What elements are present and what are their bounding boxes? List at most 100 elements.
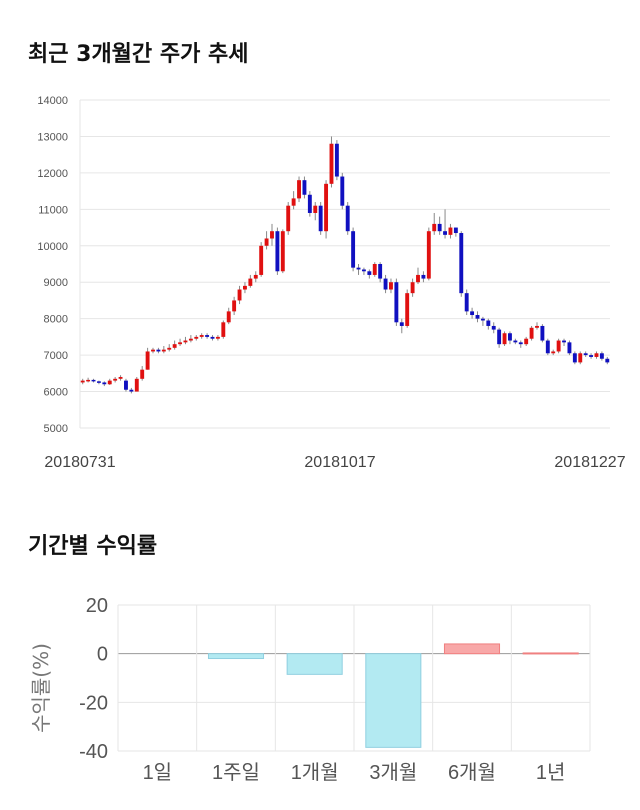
candle-body bbox=[291, 198, 296, 206]
y-tick-label: 9000 bbox=[44, 277, 68, 289]
candle-body bbox=[605, 358, 610, 363]
price-chart-title: 최근 3개월간 주가 추세 bbox=[28, 42, 249, 67]
candle-body bbox=[432, 223, 437, 232]
candle-body bbox=[96, 381, 101, 383]
candle-body bbox=[205, 335, 210, 337]
candle-body bbox=[470, 311, 475, 316]
candle-body bbox=[248, 278, 253, 286]
candle-body bbox=[583, 353, 588, 356]
x-tick-label: 1일 bbox=[143, 761, 173, 784]
y-tick-label: 6000 bbox=[44, 387, 68, 399]
candle-body bbox=[540, 325, 545, 341]
candle-body bbox=[210, 336, 215, 339]
y-tick-label: -20 bbox=[79, 692, 108, 714]
candle-body bbox=[259, 245, 264, 275]
candle-body bbox=[524, 338, 529, 345]
price-candlestick-chart: 5000 6000 7000 8000 9000 10000 11000 12000 13000… bbox=[37, 95, 625, 471]
candle-body bbox=[405, 293, 410, 326]
y-axis-label: 수익률(%) bbox=[29, 643, 53, 733]
candle-body bbox=[459, 233, 464, 294]
candle-body bbox=[102, 382, 107, 385]
candle-body bbox=[551, 351, 556, 354]
candle-body bbox=[167, 347, 172, 350]
y-tick-label: 11000 bbox=[38, 204, 68, 216]
candle-body bbox=[124, 380, 128, 390]
candle-body bbox=[545, 340, 550, 354]
candle-body bbox=[426, 231, 431, 279]
candle-body bbox=[562, 340, 566, 343]
candle-body bbox=[351, 231, 356, 268]
y-tick-label: 13000 bbox=[37, 131, 68, 143]
candle-body bbox=[237, 289, 242, 301]
candle-body bbox=[302, 180, 307, 195]
y-tick-label: 12000 bbox=[37, 168, 68, 180]
x-tick-label: 20181017 bbox=[304, 454, 375, 471]
candle-body bbox=[399, 322, 404, 326]
candle-body bbox=[437, 223, 442, 232]
candle-body bbox=[491, 325, 496, 330]
x-tick-label: 20180731 bbox=[44, 454, 115, 471]
candle-body bbox=[535, 325, 539, 328]
candle-body bbox=[297, 180, 301, 199]
candle-body bbox=[91, 379, 96, 382]
candle-body bbox=[475, 315, 480, 319]
candle-body bbox=[134, 378, 139, 392]
returns-bar-chart: -40 -20 0 20 1일 1주일 1개월 3개월 6개월 1년 수익률(%) bbox=[29, 595, 591, 784]
candle-body bbox=[389, 282, 393, 290]
candle-body bbox=[599, 353, 604, 359]
candle-body bbox=[367, 271, 372, 275]
candle-body bbox=[118, 376, 123, 379]
x-tick-label: 3개월 bbox=[369, 761, 417, 784]
candle-body bbox=[594, 353, 599, 357]
candle-body bbox=[199, 335, 204, 337]
x-tick-label: 20181227 bbox=[554, 454, 625, 471]
candle-body bbox=[556, 340, 561, 352]
candle-body bbox=[107, 380, 112, 385]
candle-body bbox=[518, 342, 523, 345]
y-tick-label: 0 bbox=[97, 644, 108, 666]
candle-body bbox=[264, 238, 269, 246]
candle-body bbox=[383, 278, 388, 290]
candle-body bbox=[313, 205, 318, 213]
candle-body bbox=[421, 274, 426, 279]
candle-body bbox=[572, 353, 577, 363]
candle-body bbox=[307, 194, 312, 213]
candle-body bbox=[464, 293, 469, 312]
candle-body bbox=[453, 227, 458, 234]
candle-body bbox=[113, 378, 118, 381]
candle-body bbox=[215, 336, 220, 339]
candle-body bbox=[372, 264, 377, 275]
candle-body bbox=[378, 264, 383, 279]
y-tick-label: 5000 bbox=[44, 423, 68, 435]
candle-body bbox=[443, 231, 447, 235]
y-tick-label: 7000 bbox=[44, 350, 68, 362]
candle-body bbox=[480, 318, 485, 321]
x-tick-label: 1년 bbox=[536, 761, 566, 784]
candle-body bbox=[356, 267, 361, 270]
candle-body bbox=[497, 329, 502, 345]
candle-body bbox=[340, 176, 345, 206]
candle-body bbox=[508, 333, 512, 341]
candle-body bbox=[448, 227, 453, 235]
candle-body bbox=[221, 322, 226, 337]
candle-body bbox=[161, 349, 166, 352]
y-tick-label: 14000 bbox=[37, 95, 68, 107]
x-tick-label: 1주일 bbox=[212, 761, 260, 784]
candle-body bbox=[318, 205, 323, 232]
candle-body bbox=[334, 143, 339, 177]
candle-body bbox=[280, 231, 285, 272]
candle-body bbox=[324, 183, 329, 232]
candle-body bbox=[151, 349, 155, 352]
candle-body bbox=[188, 338, 193, 341]
candle-body bbox=[129, 389, 134, 392]
candle-body bbox=[183, 340, 188, 343]
return-bar bbox=[286, 653, 343, 675]
candle-body bbox=[243, 285, 247, 290]
candle-body bbox=[270, 231, 274, 239]
candle-body bbox=[486, 320, 491, 326]
y-tick-label: 10000 bbox=[37, 241, 68, 253]
candle-body bbox=[589, 355, 594, 357]
candle-body bbox=[172, 344, 177, 348]
candle-body bbox=[286, 205, 291, 232]
return-bar bbox=[365, 653, 422, 748]
